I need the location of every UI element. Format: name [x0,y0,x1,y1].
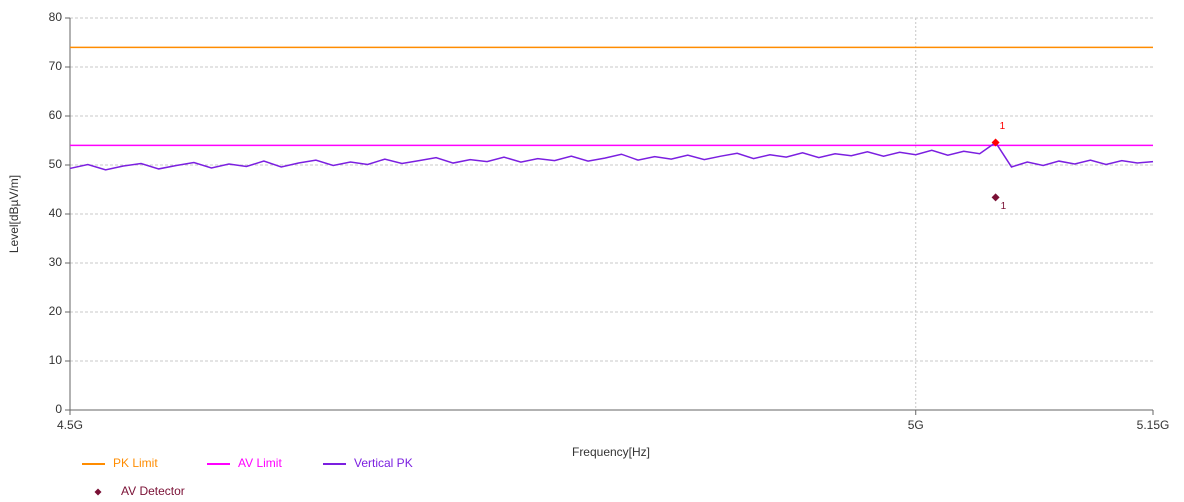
legend-label: AV Limit [238,456,282,470]
y-tick-label: 40 [49,206,63,220]
y-tick-label: 20 [49,304,63,318]
legend-label: Vertical PK [354,456,413,470]
x-tick-label: 4.5G [57,418,83,432]
x-axis-title: Frequency[Hz] [572,445,650,459]
series-line [69,141,1154,171]
legend-symbol [94,488,102,496]
x-tick-label: 5.15G [1137,418,1170,432]
av-detector-point [991,193,1000,202]
y-tick-label: 70 [49,59,63,73]
y-tick-label: 60 [49,108,63,122]
marker-label: 1 [1001,201,1007,212]
y-tick-label: 0 [55,402,62,416]
legend-label: AV Detector [121,484,185,498]
y-tick-label: 50 [49,157,63,171]
x-tick-label: 5G [908,418,924,432]
y-tick-label: 80 [49,10,63,24]
marker-label: 1 [1000,121,1006,132]
peak-marker [991,138,1000,147]
y-axis-title: Level[dBµV/m] [7,175,21,253]
y-tick-label: 10 [49,353,63,367]
legend-label: PK Limit [113,456,158,470]
y-tick-label: 30 [49,255,63,269]
